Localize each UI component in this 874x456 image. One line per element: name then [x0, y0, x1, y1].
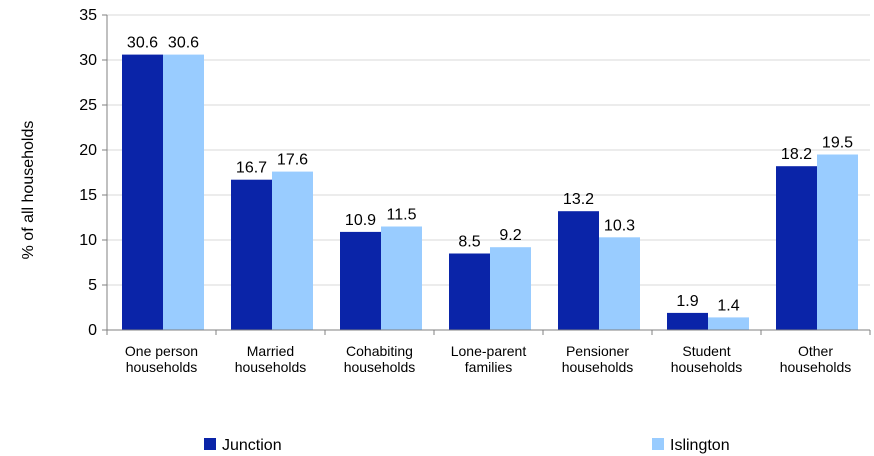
- x-tick-label: households: [562, 359, 634, 375]
- bar-junction-6: [776, 166, 817, 330]
- bar-junction-0: [122, 54, 163, 330]
- bar-junction-5: [667, 312, 708, 330]
- data-label: 9.2: [499, 227, 521, 244]
- data-label: 13.2: [563, 191, 594, 208]
- x-tick-label: Lone-parent: [451, 343, 527, 359]
- y-tick-label: 0: [88, 322, 97, 339]
- x-tick-label: Cohabiting: [346, 343, 413, 359]
- data-label: 30.6: [168, 35, 199, 52]
- bar-junction-4: [558, 211, 599, 330]
- data-label: 18.2: [781, 146, 812, 163]
- x-tick-label: families: [465, 359, 512, 375]
- x-tick-label: Other: [798, 343, 833, 359]
- x-tick-label: households: [344, 359, 416, 375]
- bars: [122, 54, 858, 330]
- axes: [102, 14, 871, 335]
- legend: Junction Islington: [204, 437, 730, 454]
- bar-islington-3: [490, 247, 531, 330]
- x-tick-label: Student: [682, 343, 730, 359]
- bar-junction-1: [231, 179, 272, 330]
- data-label: 1.4: [717, 297, 739, 314]
- data-label: 30.6: [127, 35, 158, 52]
- data-label: 16.7: [236, 160, 267, 177]
- legend-swatch-junction: [204, 438, 216, 450]
- x-tick-label: Pensioner: [566, 343, 629, 359]
- legend-label-junction: Junction: [222, 437, 282, 454]
- x-tick-label: Married: [247, 343, 294, 359]
- bar-islington-4: [599, 237, 640, 330]
- bar-junction-3: [449, 253, 490, 330]
- data-label: 1.9: [676, 293, 698, 310]
- bar-islington-0: [163, 54, 204, 330]
- bar-junction-2: [340, 231, 381, 330]
- y-tick-label: 5: [88, 277, 97, 294]
- bar-islington-5: [708, 317, 749, 330]
- y-tick-label: 10: [79, 232, 97, 249]
- y-tick-label: 15: [79, 187, 97, 204]
- x-tick-label: households: [126, 359, 198, 375]
- legend-swatch-islington: [652, 438, 664, 450]
- x-tick-label: One person: [125, 343, 198, 359]
- data-label: 11.5: [387, 207, 417, 224]
- x-tick-label: households: [671, 359, 743, 375]
- data-label: 17.6: [277, 152, 308, 169]
- gridlines: [107, 14, 870, 286]
- data-label: 10.9: [345, 212, 376, 229]
- data-label: 8.5: [458, 234, 480, 251]
- data-label: 19.5: [822, 135, 853, 152]
- bar-islington-1: [272, 171, 313, 330]
- x-tick-label: households: [235, 359, 307, 375]
- data-label: 10.3: [604, 217, 635, 234]
- y-tick-label: 25: [79, 97, 97, 114]
- legend-label-islington: Islington: [670, 437, 730, 454]
- y-tick-label: 20: [79, 142, 97, 159]
- x-tick-label: households: [780, 359, 852, 375]
- bar-islington-2: [381, 226, 422, 330]
- bar-islington-6: [817, 154, 858, 330]
- y-axis-label: % of all households: [20, 121, 37, 260]
- y-tick-label: 35: [79, 7, 97, 24]
- y-tick-label: 30: [79, 52, 97, 69]
